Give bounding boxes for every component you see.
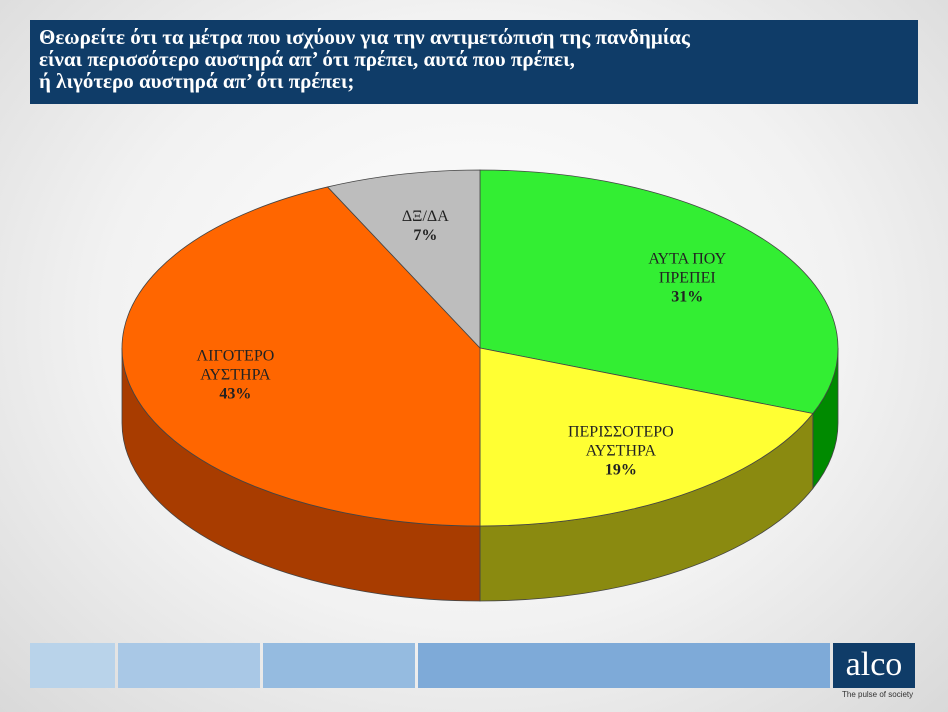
slice: [479, 347, 814, 527]
category-label: ΔΞ/ΔΑ: [401, 208, 449, 226]
footer-bar: [118, 643, 260, 688]
title-bar: Θεωρείτε ότι τα μέτρα που ισχύουν για τη…: [30, 20, 918, 104]
slice-label: ΠΕΡΙΣΣΟΤΕΡΟ ΑΥΣΤΗΡΑ 19%: [561, 423, 681, 480]
tagline: The pulse of society: [842, 690, 914, 699]
title-line: είναι περισσότερο αυστηρά απ’ ότι πρέπει…: [39, 47, 575, 71]
value-label: 7%: [413, 227, 438, 245]
category-label: ΑΥΤΑ ΠΟΥ ΠΡΕΠΕΙ: [648, 250, 727, 287]
slice-label: ΑΥΤΑ ΠΟΥ ΠΡΕΠΕΙ 31%: [627, 249, 747, 306]
footer-bar: [418, 643, 830, 688]
value-label: 31%: [671, 288, 704, 306]
slice: [479, 169, 839, 414]
title-line: Θεωρείτε ότι τα μέτρα που ισχύουν για τη…: [39, 25, 690, 49]
footer-bar: [263, 643, 415, 688]
logo: alco: [833, 643, 915, 688]
slice: [326, 169, 481, 350]
title-line: ή λιγότερο αυστηρά απ’ ότι πρέπει;: [39, 69, 355, 93]
category-label: ΛΙΓΟΤΕΡΟ ΑΥΣΤΗΡΑ: [196, 347, 275, 384]
slice: [121, 186, 481, 527]
value-label: 19%: [604, 461, 637, 479]
value-label: 43%: [219, 385, 252, 403]
slice-label: ΛΙΓΟΤΕΡΟ ΑΥΣΤΗΡΑ 43%: [175, 347, 295, 404]
footer-bar: [30, 643, 115, 688]
slice-label: ΔΞ/ΔΑ 7%: [365, 207, 485, 245]
category-label: ΠΕΡΙΣΣΟΤΕΡΟ ΑΥΣΤΗΡΑ: [567, 423, 674, 460]
